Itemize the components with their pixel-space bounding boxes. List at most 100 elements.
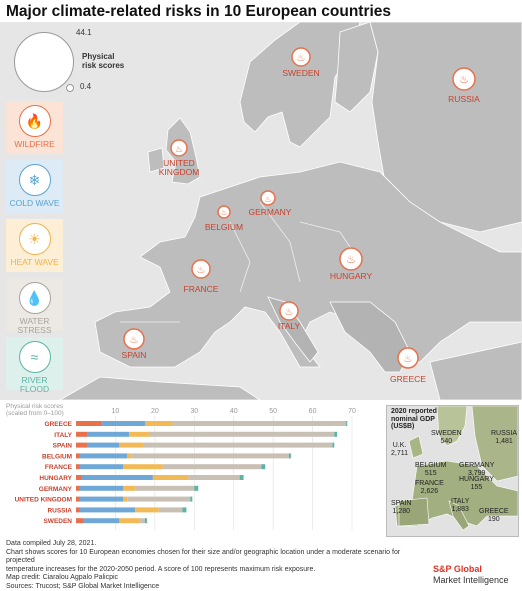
bar-segment [76, 421, 102, 426]
bar-category-label: SWEDEN [43, 518, 72, 525]
footnotes: Data compiled July 28, 2021. Chart shows… [6, 540, 406, 591]
legend-max-value: 44.1 [76, 28, 92, 37]
svg-text:♨: ♨ [346, 254, 356, 266]
svg-text:♨: ♨ [130, 335, 139, 346]
x-tick-label: 60 [309, 408, 317, 415]
bar-segment [159, 507, 183, 512]
sun-icon: ☀ [19, 223, 51, 255]
svg-text:♨: ♨ [285, 307, 294, 318]
x-tick-label: 70 [348, 408, 356, 415]
bar-segment [182, 507, 186, 512]
bar-segment [80, 464, 123, 469]
svg-text:♨: ♨ [404, 354, 413, 365]
svg-text:GERMANY: GERMANY [249, 207, 292, 217]
bar-category-label: UNITED KINGDOM [15, 497, 72, 504]
bar-segment [163, 464, 262, 469]
x-tick-label: 40 [230, 408, 238, 415]
bar-segment [76, 464, 80, 469]
bar-segment [76, 475, 82, 480]
x-tick-label: 50 [269, 408, 277, 415]
bar-segment [88, 443, 120, 448]
risk-card-label: WILDFIRE [6, 140, 63, 149]
svg-text:♨: ♨ [220, 208, 227, 217]
bar-segment [332, 443, 334, 448]
x-tick-label: 10 [112, 408, 120, 415]
bar-category-label: RUSSIA [47, 507, 72, 514]
bar-segment [76, 507, 80, 512]
bar-category-label: SPAIN [53, 443, 73, 450]
bar-segment [82, 475, 153, 480]
footnote-credit: Map credit: Ciaralou Agpalo Palicpic [6, 574, 406, 583]
water-drop-icon: 💧 [19, 282, 51, 314]
bar-category-label: GREECE [45, 421, 73, 428]
risk-card-heat-wave: ☀ HEAT WAVE [6, 219, 63, 272]
bar-category-label: GERMANY [39, 486, 73, 493]
svg-text:KINGDOM: KINGDOM [159, 167, 200, 177]
bar-segment [127, 453, 131, 458]
risk-card-label-2: FLOOD [6, 385, 63, 394]
bar-segment [76, 497, 80, 502]
bar-segment [127, 497, 190, 502]
svg-text:FRANCE: FRANCE [184, 284, 219, 294]
footnote-date: Data compiled July 28, 2021. [6, 540, 406, 549]
footnote-description-2: temperature increases for the 2020-2050 … [6, 566, 406, 575]
risk-card-label: COLD WAVE [6, 199, 63, 208]
bar-segment [76, 453, 80, 458]
x-tick-label: 20 [151, 408, 159, 415]
circle-size-legend: 44.1 0.4 Physical risk scores [8, 26, 128, 96]
bar-segment [76, 518, 84, 523]
x-tick-label: 30 [190, 408, 198, 415]
legend-circle-min [66, 84, 74, 92]
bar-segment [139, 518, 145, 523]
bar-segment [119, 518, 139, 523]
bar-segment [76, 486, 80, 491]
bar-segment [194, 486, 198, 491]
bar-segment [80, 497, 123, 502]
marker-spain: ♨ SPAIN [122, 329, 147, 360]
bar-segment [240, 475, 244, 480]
bar-segment [123, 486, 135, 491]
bar-segment [149, 432, 334, 437]
bar-category-label: HUNGARY [39, 475, 72, 482]
bar-segment [173, 421, 346, 426]
bar-segment [145, 518, 147, 523]
bar-segment [123, 497, 127, 502]
bar-segment [131, 453, 289, 458]
bar-category-label: BELGIUM [42, 453, 72, 460]
footnote-description: Chart shows scores for 10 European econo… [6, 549, 406, 566]
bar-segment [80, 507, 135, 512]
gdp-label-u-k-: U.K.2,711 [391, 442, 408, 457]
wave-icon: ≈ [19, 341, 51, 373]
bar-segment [145, 421, 173, 426]
inset-title: 2020 reported nominal GDP (US$B) [391, 408, 437, 431]
bar-segment [135, 507, 159, 512]
bar-segment [84, 518, 119, 523]
svg-text:♨: ♨ [197, 265, 206, 276]
bar-segment [135, 486, 194, 491]
bar-segment [80, 486, 123, 491]
risk-card-label-2: STRESS [6, 326, 63, 335]
svg-text:♨: ♨ [459, 74, 469, 86]
bar-segment [129, 432, 149, 437]
bar-category-label: ITALY [54, 432, 72, 439]
bar-segment [119, 443, 143, 448]
chart-title: Major climate-related risks in 10 Europe… [6, 3, 391, 21]
bar-segment [289, 453, 291, 458]
bar-segment [334, 432, 337, 437]
bar-segment [123, 464, 162, 469]
risk-card-label: HEAT WAVE [6, 258, 63, 267]
bar-segment [153, 475, 188, 480]
svg-text:HUNGARY: HUNGARY [330, 271, 373, 281]
